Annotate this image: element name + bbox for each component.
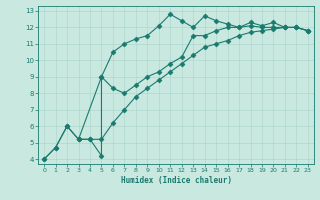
X-axis label: Humidex (Indice chaleur): Humidex (Indice chaleur) — [121, 176, 231, 185]
